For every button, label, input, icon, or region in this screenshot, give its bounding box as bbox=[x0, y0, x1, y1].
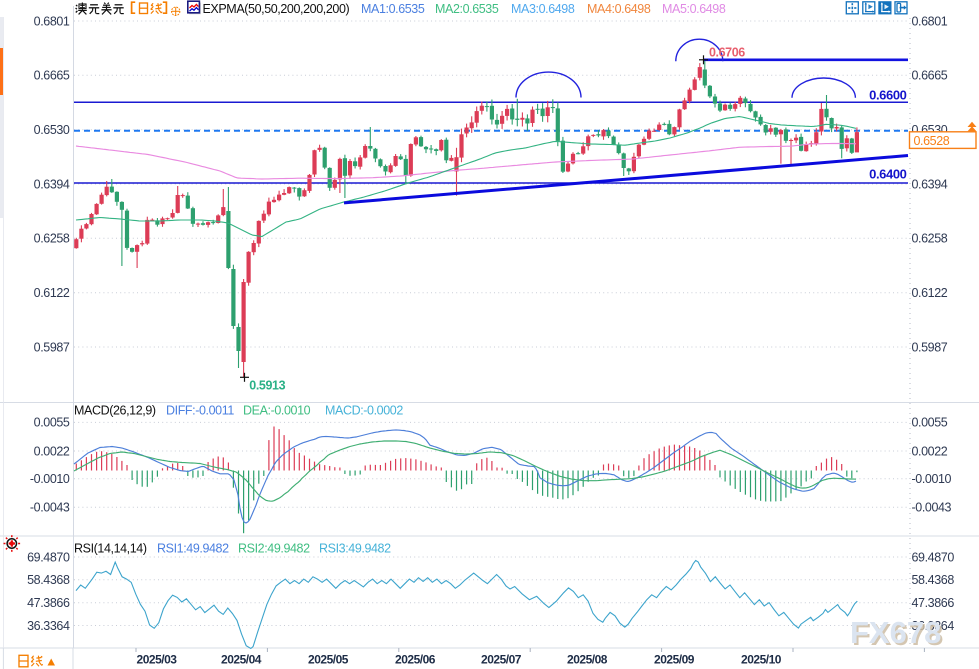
svg-text:0.6258: 0.6258 bbox=[34, 232, 70, 246]
svg-text:MA5:0.6498: MA5:0.6498 bbox=[662, 2, 726, 16]
svg-text:MA3:0.6498: MA3:0.6498 bbox=[511, 2, 575, 16]
svg-text:0.6122: 0.6122 bbox=[34, 286, 70, 300]
svg-text:36.3364: 36.3364 bbox=[27, 619, 70, 633]
svg-text:0.0022: 0.0022 bbox=[912, 444, 948, 458]
svg-text:RSI1:49.9482: RSI1:49.9482 bbox=[157, 542, 229, 556]
svg-text:0.6600: 0.6600 bbox=[869, 88, 907, 103]
svg-text:0.5987: 0.5987 bbox=[912, 340, 948, 354]
svg-text:58.4368: 58.4368 bbox=[27, 573, 70, 587]
svg-text:0.6528: 0.6528 bbox=[914, 134, 950, 148]
svg-text:0.5987: 0.5987 bbox=[34, 340, 70, 354]
svg-text:2025/08: 2025/08 bbox=[567, 653, 608, 667]
svg-text:-0.0043: -0.0043 bbox=[30, 501, 70, 515]
svg-text:47.3866: 47.3866 bbox=[27, 596, 70, 610]
svg-text:-0.0043: -0.0043 bbox=[912, 501, 952, 515]
svg-text:69.4870: 69.4870 bbox=[912, 550, 955, 564]
svg-text:FX678: FX678 bbox=[850, 615, 941, 650]
svg-text:0.6122: 0.6122 bbox=[912, 286, 948, 300]
svg-text:-0.0010: -0.0010 bbox=[912, 472, 952, 486]
svg-text:2025/03: 2025/03 bbox=[137, 653, 178, 667]
svg-text:MACD(26,12,9): MACD(26,12,9) bbox=[74, 404, 156, 418]
svg-text:2025/09: 2025/09 bbox=[654, 653, 695, 667]
svg-text:DIFF:-0.0011: DIFF:-0.0011 bbox=[166, 404, 234, 418]
svg-text:0.6400: 0.6400 bbox=[869, 167, 907, 182]
svg-text:36.3364: 36.3364 bbox=[912, 619, 955, 633]
svg-text:MA1:0.6535: MA1:0.6535 bbox=[361, 2, 425, 16]
svg-text:0.0055: 0.0055 bbox=[34, 416, 70, 430]
svg-text:2025/07: 2025/07 bbox=[481, 653, 522, 667]
svg-text:-0.0010: -0.0010 bbox=[30, 472, 70, 486]
svg-text:0.0022: 0.0022 bbox=[34, 444, 70, 458]
svg-text:RSI3:49.9482: RSI3:49.9482 bbox=[319, 542, 391, 556]
svg-text:MACD:-0.0002: MACD:-0.0002 bbox=[325, 404, 403, 418]
svg-text:RSI2:49.9482: RSI2:49.9482 bbox=[238, 542, 310, 556]
svg-text:MA2:0.6535: MA2:0.6535 bbox=[435, 2, 499, 16]
svg-text:RSI(14,14,14): RSI(14,14,14) bbox=[74, 542, 147, 556]
svg-text:47.3866: 47.3866 bbox=[912, 596, 955, 610]
svg-text:2025/04: 2025/04 bbox=[221, 653, 262, 667]
svg-text:0.6801: 0.6801 bbox=[912, 14, 948, 28]
svg-text:0.6258: 0.6258 bbox=[912, 232, 948, 246]
svg-text:2025/10: 2025/10 bbox=[741, 653, 782, 667]
svg-text:MA4:0.6498: MA4:0.6498 bbox=[587, 2, 651, 16]
svg-text:EXPMA(50,50,200,200,200): EXPMA(50,50,200,200,200) bbox=[203, 2, 350, 16]
svg-text:0.0055: 0.0055 bbox=[912, 416, 948, 430]
svg-text:58.4368: 58.4368 bbox=[912, 573, 955, 587]
svg-text:2025/05: 2025/05 bbox=[308, 653, 349, 667]
svg-text:0.6665: 0.6665 bbox=[34, 69, 70, 83]
svg-text:0.6530: 0.6530 bbox=[34, 123, 70, 137]
svg-text:0.6665: 0.6665 bbox=[912, 69, 948, 83]
svg-text:FX678: FX678 bbox=[852, 617, 943, 652]
svg-text:2025/06: 2025/06 bbox=[395, 653, 436, 667]
svg-text:0.6801: 0.6801 bbox=[34, 14, 70, 28]
svg-text:0.6394: 0.6394 bbox=[912, 177, 948, 191]
svg-text:0.5913: 0.5913 bbox=[249, 379, 285, 393]
svg-text:DEA:-0.0010: DEA:-0.0010 bbox=[243, 404, 311, 418]
svg-text:0.6394: 0.6394 bbox=[34, 177, 70, 191]
svg-text:69.4870: 69.4870 bbox=[27, 550, 70, 564]
svg-text:0.6706: 0.6706 bbox=[709, 46, 745, 60]
